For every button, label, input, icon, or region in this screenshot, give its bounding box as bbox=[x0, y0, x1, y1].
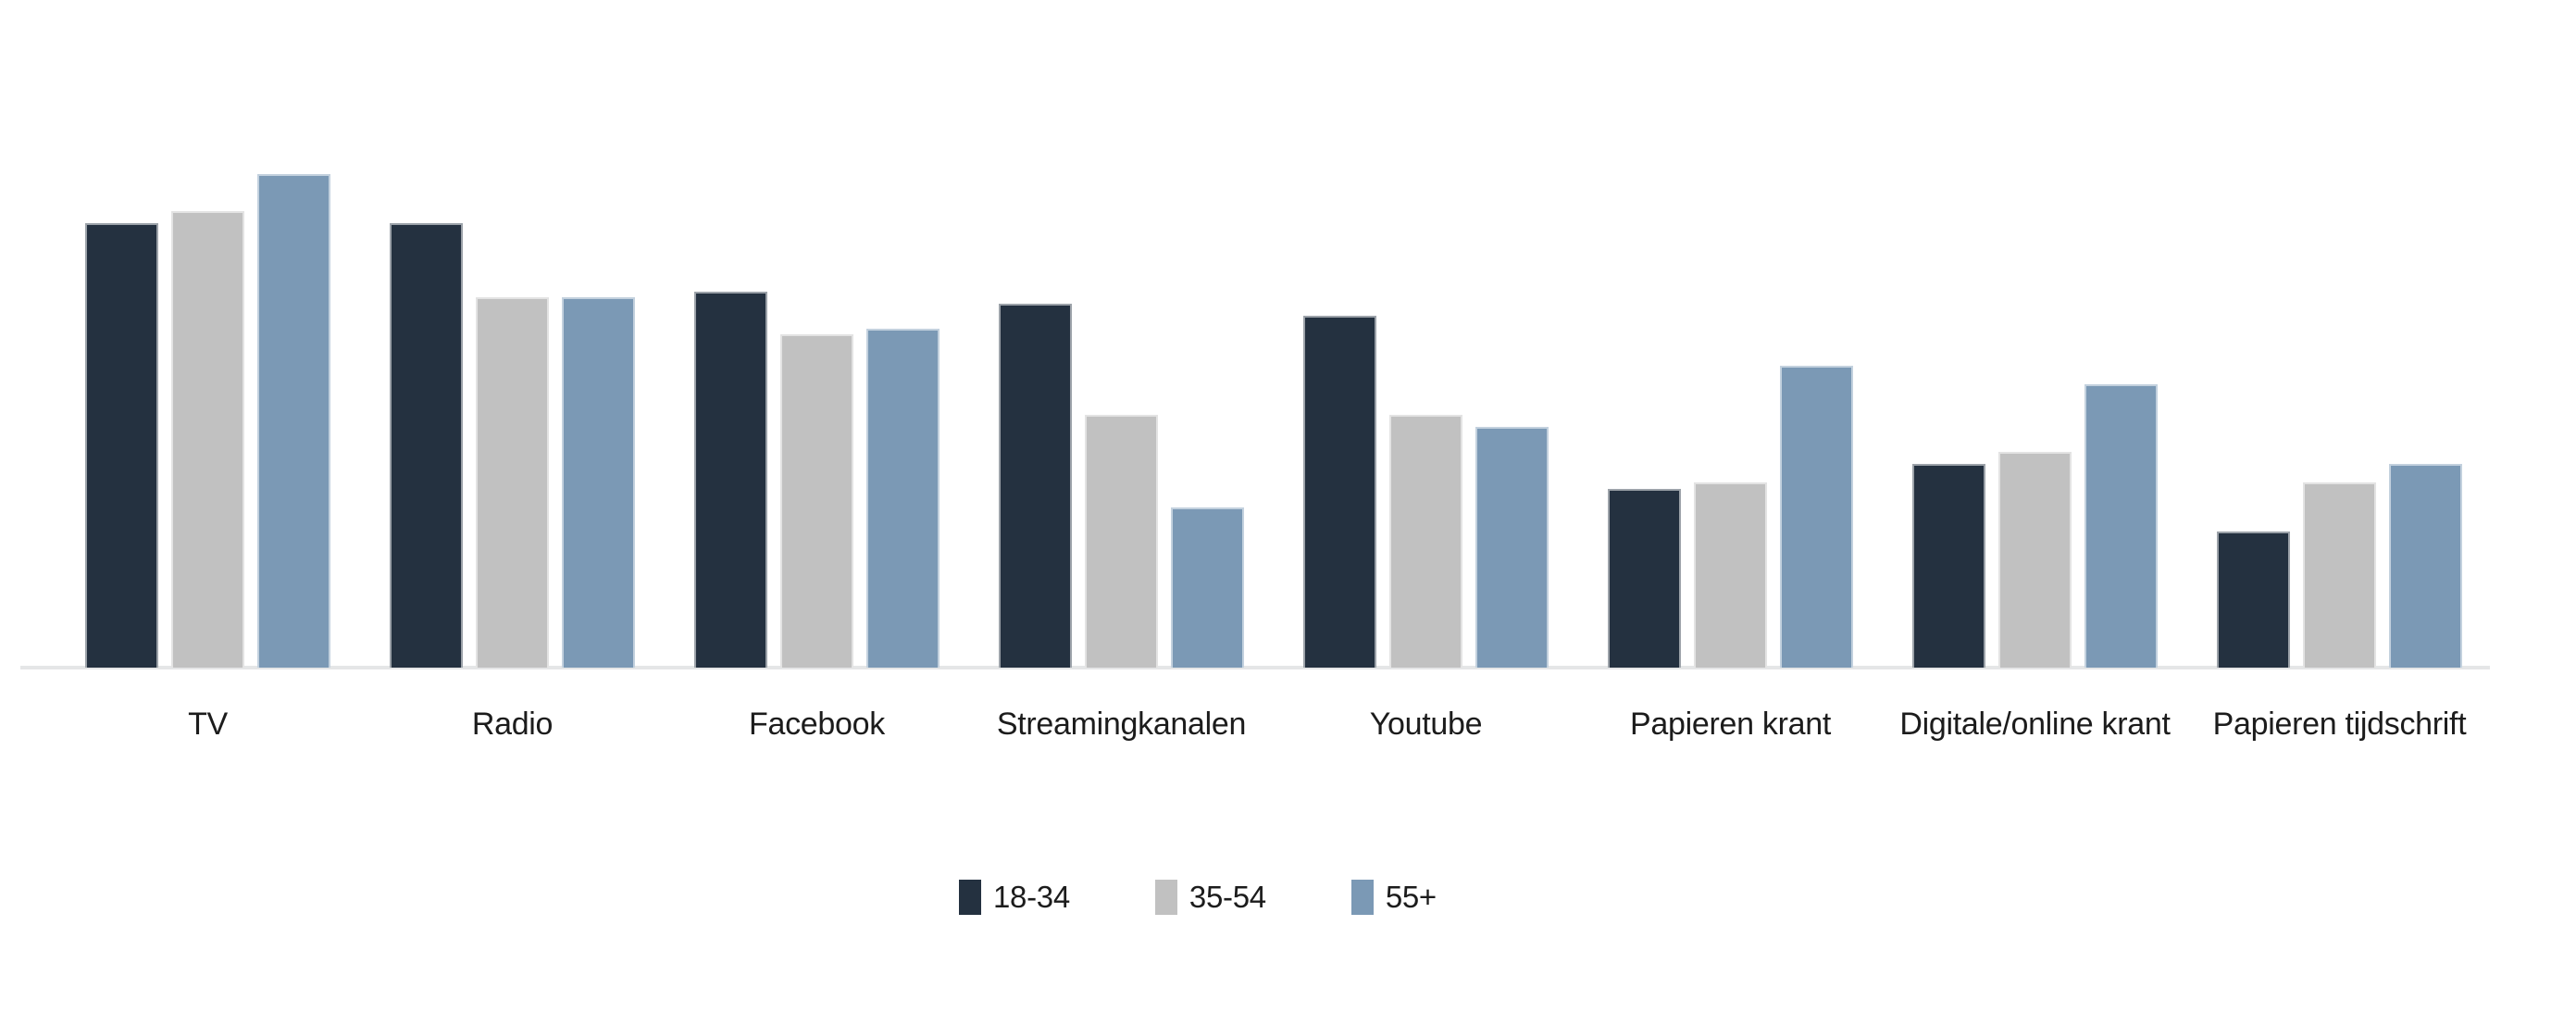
bar-55+ bbox=[562, 297, 635, 668]
bar-55+ bbox=[1780, 366, 1853, 668]
bar-18-34 bbox=[390, 223, 463, 668]
category-label: Papieren tijdschrift bbox=[2212, 707, 2467, 742]
bar-group bbox=[1578, 51, 1883, 668]
legend-swatch-icon bbox=[1154, 880, 1177, 915]
bar-35-54 bbox=[171, 211, 244, 668]
category-label: TV bbox=[188, 707, 228, 742]
bar-18-34 bbox=[1608, 489, 1681, 668]
legend-item: 35-54 bbox=[1154, 880, 1266, 915]
bar-55+ bbox=[1171, 507, 1244, 668]
bar-55+ bbox=[257, 174, 330, 668]
bar-55+ bbox=[2084, 384, 2158, 668]
legend-item: 55+ bbox=[1350, 880, 1437, 915]
plot-area bbox=[56, 51, 2492, 668]
category-label: Facebook bbox=[749, 707, 885, 742]
legend: 18-34 35-54 55+ bbox=[959, 880, 1437, 915]
category-labels-row: TV Radio Facebook Streamingkanalen Youtube Pa… bbox=[56, 706, 2492, 743]
bar-18-34 bbox=[1912, 464, 1985, 668]
bar-group bbox=[1883, 51, 2187, 668]
category-label: Radio bbox=[471, 707, 554, 742]
legend-swatch-icon bbox=[959, 880, 981, 915]
bar-group bbox=[1274, 51, 1578, 668]
bar-group bbox=[969, 51, 1274, 668]
bar-35-54 bbox=[476, 297, 549, 668]
legend-item: 18-34 bbox=[959, 880, 1070, 915]
bar-35-54 bbox=[1389, 415, 1462, 668]
bar-35-54 bbox=[1998, 452, 2072, 668]
bar-35-54 bbox=[2303, 482, 2376, 668]
category-label: Papieren krant bbox=[1630, 707, 1831, 742]
bar-35-54 bbox=[780, 334, 853, 668]
bar-group bbox=[360, 51, 665, 668]
category-label: Youtube bbox=[1369, 707, 1483, 742]
bar-group bbox=[665, 51, 969, 668]
bar-35-54 bbox=[1085, 415, 1158, 668]
bar-18-34 bbox=[2217, 532, 2290, 668]
legend-label: 18-34 bbox=[993, 880, 1070, 914]
bar-18-34 bbox=[694, 292, 767, 668]
legend-label: 35-54 bbox=[1188, 880, 1266, 914]
bar-18-34 bbox=[1303, 316, 1376, 668]
category-label: Digitale/online krant bbox=[1899, 707, 2171, 742]
bar-18-34 bbox=[999, 304, 1072, 668]
bar-55+ bbox=[1475, 427, 1549, 668]
bar-55+ bbox=[866, 329, 940, 668]
legend-swatch-icon bbox=[1350, 880, 1374, 915]
category-label: Streamingkanalen bbox=[996, 707, 1247, 742]
legend-label: 55+ bbox=[1385, 880, 1437, 914]
x-axis-line bbox=[20, 666, 2490, 669]
bar-group bbox=[56, 51, 360, 668]
bar-group bbox=[2187, 51, 2492, 668]
bar-55+ bbox=[2389, 464, 2462, 668]
bar-35-54 bbox=[1694, 482, 1767, 668]
bar-18-34 bbox=[85, 223, 158, 668]
